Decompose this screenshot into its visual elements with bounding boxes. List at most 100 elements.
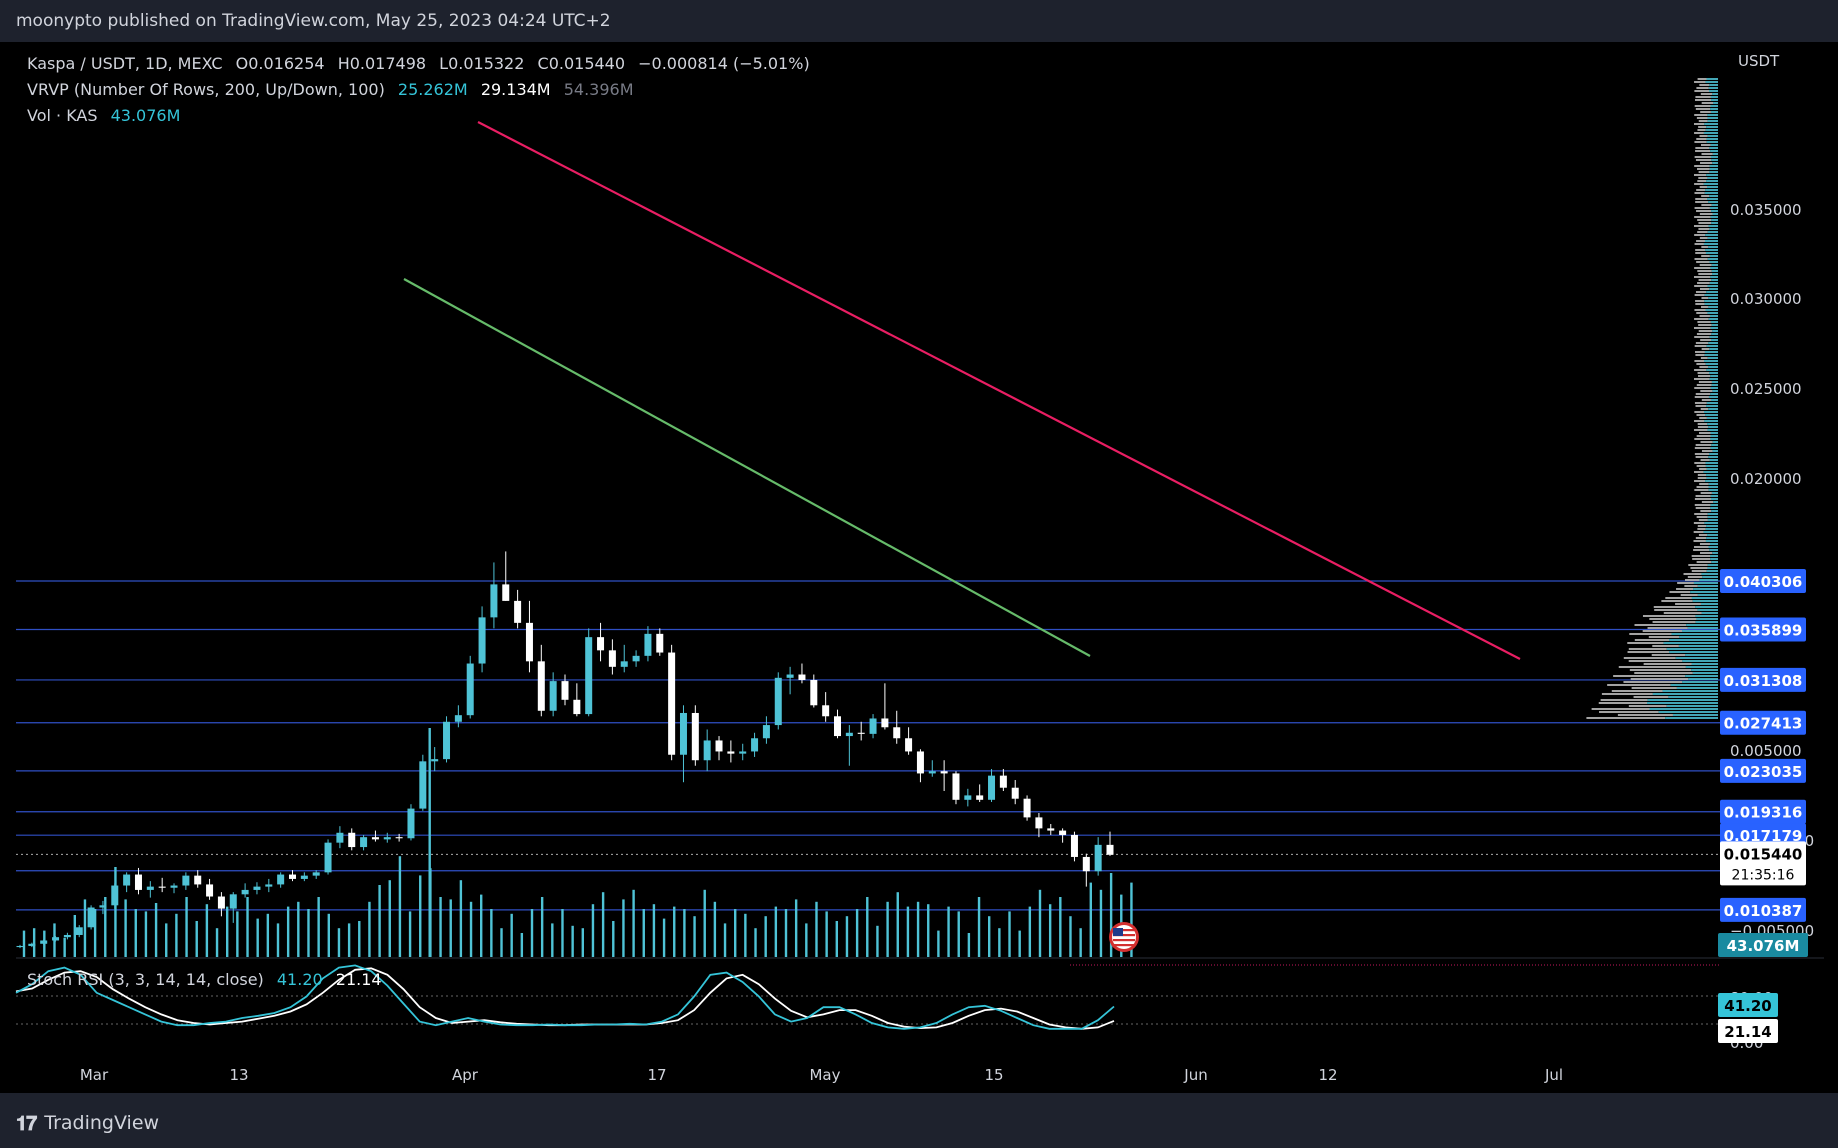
- volume-bar: [286, 906, 290, 957]
- volume-value: 43.076M: [110, 106, 181, 125]
- candle-body: [241, 889, 249, 895]
- candle-body: [1023, 798, 1031, 818]
- vrvp-up-bar: [1711, 339, 1718, 341]
- vrvp-up-bar: [1710, 387, 1718, 389]
- vrvp-up-bar: [1708, 396, 1718, 398]
- chart-frame[interactable]: [16, 42, 1824, 1093]
- candle-body: [549, 681, 557, 711]
- date-tick-label: May: [809, 1066, 840, 1084]
- vrvp-down-bar: [1697, 231, 1708, 233]
- date-tick-label: Mar: [80, 1066, 109, 1084]
- vrvp-up-bar: [1706, 174, 1718, 176]
- candle-body: [87, 907, 95, 928]
- volume-bar: [134, 909, 137, 957]
- vrvp-up-bar: [1705, 309, 1718, 311]
- vrvp-down-bar: [1694, 480, 1706, 482]
- candle-body: [383, 837, 391, 840]
- volume-legend[interactable]: Vol · KAS 43.076M: [27, 106, 188, 125]
- vrvp-up-bar: [1710, 507, 1718, 509]
- vrvp-up-bar: [1704, 300, 1718, 302]
- vrvp-up-bar: [1711, 444, 1718, 446]
- vrvp-down-bar: [1694, 447, 1711, 449]
- vrvp-name[interactable]: VRVP (Number Of Rows, 200, Up/Down, 100): [27, 80, 385, 99]
- symbol-name[interactable]: Kaspa / USDT, 1D, MEXC: [27, 54, 223, 73]
- symbol-legend[interactable]: Kaspa / USDT, 1D, MEXC O0.016254 H0.0174…: [27, 54, 818, 73]
- volume-name[interactable]: Vol · KAS: [27, 106, 98, 125]
- vrvp-up-bar: [1709, 165, 1718, 167]
- vrvp-total: 54.396M: [563, 80, 634, 99]
- last-price-label: 0.015440: [1724, 845, 1803, 863]
- ohlc-high: H0.017498: [337, 54, 427, 73]
- candle-body: [371, 837, 379, 840]
- vrvp-down-bar: [1698, 222, 1712, 224]
- vrvp-down-bar: [1623, 657, 1676, 659]
- vrvp-down-bar: [1694, 318, 1709, 320]
- vrvp-down-bar: [1701, 399, 1711, 401]
- vrvp-down-bar: [1694, 225, 1709, 227]
- vrvp-up-bar: [1712, 552, 1718, 554]
- candle-body: [1059, 830, 1067, 835]
- level-price-tag: [1720, 667, 1806, 692]
- vrvp-up-bar: [1706, 402, 1718, 404]
- vrvp-down-bar: [1695, 537, 1707, 539]
- candle-body: [881, 718, 889, 728]
- vrvp-legend[interactable]: VRVP (Number Of Rows, 200, Up/Down, 100)…: [27, 80, 642, 99]
- volume-bar: [419, 875, 422, 957]
- candle-body: [952, 773, 960, 800]
- vrvp-up-bar: [1687, 627, 1718, 629]
- vrvp-up-bar: [1710, 321, 1718, 323]
- candle-body: [277, 874, 285, 885]
- vrvp-up-bar: [1711, 204, 1718, 206]
- vrvp-up-bar: [1708, 486, 1718, 488]
- vrvp-up-bar: [1710, 276, 1718, 278]
- publish-info: moonypto published on TradingView.com, M…: [16, 11, 611, 31]
- vrvp-down-bar: [1631, 687, 1677, 689]
- vrvp-down-bar: [1695, 198, 1708, 200]
- rsi-name[interactable]: Stoch RSI (3, 3, 14, 14, close): [27, 970, 264, 989]
- candle-body: [170, 885, 178, 888]
- vrvp-up-bar: [1709, 168, 1718, 170]
- vrvp-down-bar: [1692, 558, 1711, 560]
- rsi-legend[interactable]: Stoch RSI (3, 3, 14, 14, close) 41.20 21…: [27, 970, 390, 989]
- vrvp-up-bar: [1704, 522, 1718, 524]
- vrvp-down-bar: [1654, 609, 1698, 611]
- vrvp-down-bar: [1696, 516, 1708, 518]
- vrvp-up-bar: [1706, 291, 1718, 293]
- vrvp-down-bar: [1697, 426, 1709, 428]
- vrvp-up-bar: [1669, 651, 1718, 653]
- volume-bar: [490, 909, 493, 957]
- vrvp-down-bar: [1643, 663, 1692, 665]
- volume-bar: [520, 933, 524, 957]
- vrvp-down-bar: [1693, 549, 1710, 551]
- tradingview-brand[interactable]: 𝟏𝟕 TradingView: [16, 1111, 159, 1135]
- vrvp-down-bar: [1700, 357, 1708, 359]
- flag-icon-stripe: [1113, 934, 1135, 937]
- vrvp-down-bar: [1694, 411, 1705, 413]
- vrvp-up-bar: [1710, 399, 1718, 401]
- vrvp-down-bar: [1618, 666, 1686, 668]
- vrvp-down-bar: [1695, 300, 1705, 302]
- vrvp-up-bar: [1710, 495, 1718, 497]
- rsi-k-tag-label: 41.20: [1724, 997, 1771, 1015]
- volume-bar: [927, 904, 930, 957]
- vrvp-down-bar: [1694, 234, 1706, 236]
- vrvp-down-bar: [1698, 273, 1713, 275]
- vrvp-up-bar: [1708, 456, 1718, 458]
- candle-body: [810, 680, 818, 706]
- vrvp-up-bar: [1708, 426, 1718, 428]
- vrvp-up-bar: [1697, 585, 1718, 587]
- vrvp-down-bar: [1693, 540, 1706, 542]
- vrvp-up-bar: [1671, 633, 1718, 635]
- vrvp-up-bar: [1663, 642, 1718, 644]
- vrvp-up-bar: [1685, 675, 1718, 677]
- candle-body: [324, 842, 332, 873]
- vrvp-up-bar: [1711, 219, 1718, 221]
- vrvp-up-bar: [1709, 195, 1718, 197]
- vrvp-down-bar: [1697, 270, 1712, 272]
- date-tick-label: 12: [1318, 1066, 1337, 1084]
- vrvp-down-bar: [1586, 717, 1666, 719]
- vrvp-up-bar: [1712, 162, 1718, 164]
- vrvp-up-bar: [1709, 315, 1718, 317]
- vrvp-up-bar: [1710, 447, 1718, 449]
